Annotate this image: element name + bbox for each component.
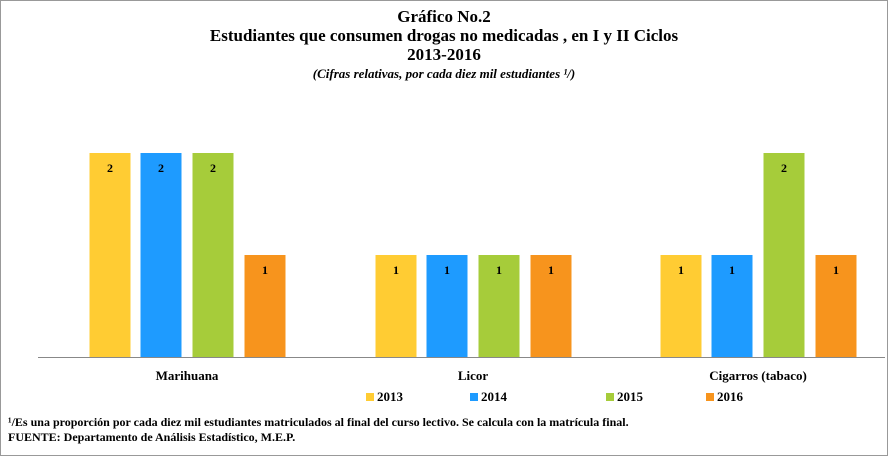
legend-label: 2013 — [377, 389, 404, 404]
bar — [244, 255, 286, 357]
bar — [89, 153, 131, 357]
legend-swatch — [606, 393, 614, 401]
bar — [192, 153, 234, 357]
legend-label: 2014 — [481, 389, 508, 404]
bar — [763, 153, 805, 357]
data-label: 1 — [444, 263, 450, 277]
data-label: 2 — [781, 161, 787, 175]
bar — [426, 255, 468, 357]
footnote: ¹/Es una proporción por cada diez mil es… — [8, 415, 629, 429]
chart-title: 2013-2016 — [407, 45, 481, 64]
bar — [140, 153, 182, 357]
data-label: 1 — [729, 263, 735, 277]
footnote: FUENTE: Departamento de Análisis Estadís… — [8, 430, 295, 444]
bar — [375, 255, 417, 357]
legend-swatch — [706, 393, 714, 401]
data-label: 2 — [107, 161, 113, 175]
data-label: 2 — [158, 161, 164, 175]
bar — [530, 255, 572, 357]
chart-title: Estudiantes que consumen drogas no medic… — [210, 26, 679, 45]
data-label: 1 — [262, 263, 268, 277]
data-label: 1 — [393, 263, 399, 277]
data-label: 2 — [210, 161, 216, 175]
bar — [815, 255, 857, 357]
legend-label: 2016 — [717, 389, 744, 404]
x-tick-label: Cigarros (tabaco) — [709, 368, 807, 383]
data-label: 1 — [496, 263, 502, 277]
x-tick-label: Marihuana — [156, 368, 219, 383]
chart-subtitle: (Cifras relativas, por cada diez mil est… — [313, 66, 575, 81]
legend-label: 2015 — [617, 389, 644, 404]
bar — [711, 255, 753, 357]
bar — [660, 255, 702, 357]
data-label: 1 — [548, 263, 554, 277]
data-label: 1 — [833, 263, 839, 277]
legend-swatch — [470, 393, 478, 401]
x-tick-label: Licor — [458, 368, 489, 383]
data-label: 1 — [678, 263, 684, 277]
legend-swatch — [366, 393, 374, 401]
chart-title: Gráfico No.2 — [397, 7, 490, 26]
bar — [478, 255, 520, 357]
